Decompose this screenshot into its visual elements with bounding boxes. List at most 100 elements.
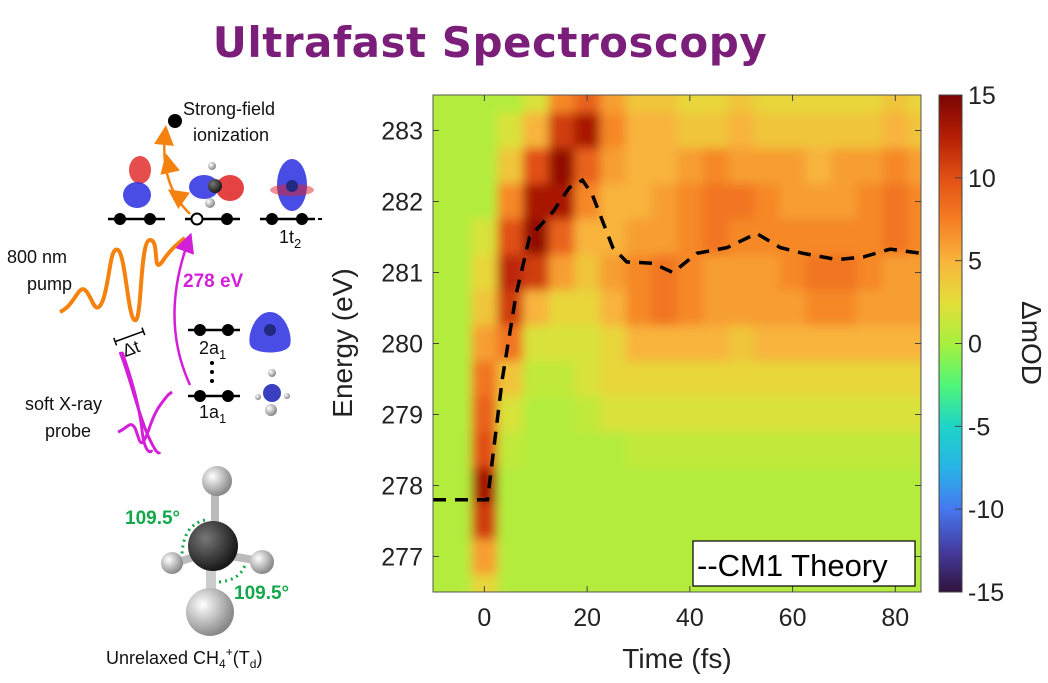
heatmap-cell <box>471 219 498 256</box>
methane-molecule-icon <box>161 466 274 636</box>
heatmap-cell <box>651 467 678 504</box>
heatmap-cell <box>433 325 447 362</box>
heatmap-cell <box>574 219 601 256</box>
heatmap-cell <box>445 219 473 256</box>
cm1-theory-line <box>433 177 921 502</box>
heatmap-cell <box>433 183 447 220</box>
heatmap-cell <box>831 325 858 362</box>
x-tick-label: 20 <box>573 604 601 632</box>
heatmap-cells <box>433 95 921 592</box>
heatmap-cell <box>779 112 806 149</box>
heatmap-cell <box>625 432 652 469</box>
heatmap-cell <box>651 396 678 433</box>
heatmap-cell <box>445 467 473 504</box>
heatmap-cell <box>625 396 652 433</box>
heatmap-cell <box>574 148 601 185</box>
heatmap-cell <box>548 290 575 327</box>
y-tick-label: 281 <box>381 260 423 288</box>
orbital-left-icon <box>123 156 151 208</box>
heatmap-cell <box>445 361 473 398</box>
heatmap-cell <box>548 467 575 504</box>
angle-label-upper: 109.5° <box>125 508 180 529</box>
homo-level-middle <box>185 212 240 226</box>
heatmap-cell <box>548 325 575 362</box>
heatmap-cell <box>728 112 755 149</box>
heatmap-cell <box>831 432 858 469</box>
heatmap-cell <box>677 361 704 398</box>
pump-pulse-wave <box>58 236 187 323</box>
heatmap-cell <box>779 183 806 220</box>
heatmap-cell <box>882 503 909 540</box>
heatmap-cell <box>445 503 473 540</box>
ionization-label-2: ionization <box>193 125 269 145</box>
heatmap-cell <box>754 219 781 256</box>
heatmap-cell <box>599 396 627 433</box>
heatmap-cell <box>831 112 858 149</box>
pump-probe-diagram: Strong-field ionization 1t2 800 nm pump <box>7 99 322 671</box>
heatmap-cell <box>677 432 704 469</box>
heatmap-cell <box>497 538 524 575</box>
heatmap-cell <box>497 183 524 220</box>
heatmap-cell <box>702 254 729 291</box>
orbital-right-icon <box>270 159 314 211</box>
heatmap-cell <box>702 183 729 220</box>
heatmap-cell <box>805 95 832 114</box>
heatmap-cell <box>728 396 755 433</box>
heatmap-cell <box>497 95 524 114</box>
homo-level-left <box>108 213 165 225</box>
xray-transition-arrow <box>173 232 195 386</box>
heatmap-cell <box>754 503 781 540</box>
heatmap-cell <box>574 538 601 575</box>
pump-label-2: pump <box>27 274 72 294</box>
heatmap-cell <box>779 361 806 398</box>
heatmap-cell <box>574 325 601 362</box>
heatmap-cell <box>728 467 755 504</box>
heatmap-cell <box>433 219 447 256</box>
heatmap-cell <box>805 183 832 220</box>
legend-entry: --CM1 Theory <box>697 548 888 583</box>
heatmap-cell <box>433 467 447 504</box>
heatmap-cell <box>677 112 704 149</box>
heatmap-cell <box>856 503 883 540</box>
colorbar-tick-label: -10 <box>968 496 1004 524</box>
heatmap-cell <box>433 148 447 185</box>
homo-level-right <box>260 213 322 225</box>
heatmap-cell <box>779 325 806 362</box>
heatmap-cell <box>882 325 909 362</box>
pump-label-1: 800 nm <box>7 247 67 267</box>
heatmap-cell <box>702 467 729 504</box>
heatmap-cell <box>599 574 627 592</box>
heatmap-cell <box>702 112 729 149</box>
probe-label-1: soft X-ray <box>25 394 102 414</box>
heatmap-cell <box>831 396 858 433</box>
heatmap-cell <box>471 538 498 575</box>
heatmap-cell <box>677 467 704 504</box>
heatmap-cell <box>625 538 652 575</box>
heatmap-cell <box>831 361 858 398</box>
heatmap-cell <box>522 254 550 291</box>
heatmap-cell <box>805 432 832 469</box>
heatmap-cell <box>625 254 652 291</box>
heatmap-cell <box>856 290 883 327</box>
colorbar-tick-label: 5 <box>968 248 982 276</box>
heatmap-cell <box>445 183 473 220</box>
heatmap-cell <box>651 290 678 327</box>
heatmap-cell <box>702 396 729 433</box>
heatmap-cell <box>445 290 473 327</box>
heatmap-cell <box>677 95 704 114</box>
heatmap-cell <box>522 467 550 504</box>
heatmap-cell <box>548 396 575 433</box>
heatmap-cell <box>779 290 806 327</box>
heatmap-cell <box>433 361 447 398</box>
x-tick-label: 80 <box>881 604 909 632</box>
heatmap-cell <box>471 95 498 114</box>
heatmap-cell <box>522 538 550 575</box>
heatmap-cell <box>754 254 781 291</box>
heatmap-cell <box>908 290 921 327</box>
heatmap-cell <box>497 148 524 185</box>
heatmap-cell <box>882 254 909 291</box>
heatmap-cell <box>908 183 921 220</box>
heatmap-cell <box>702 325 729 362</box>
level-label-1t2: 1t2 <box>279 227 301 251</box>
